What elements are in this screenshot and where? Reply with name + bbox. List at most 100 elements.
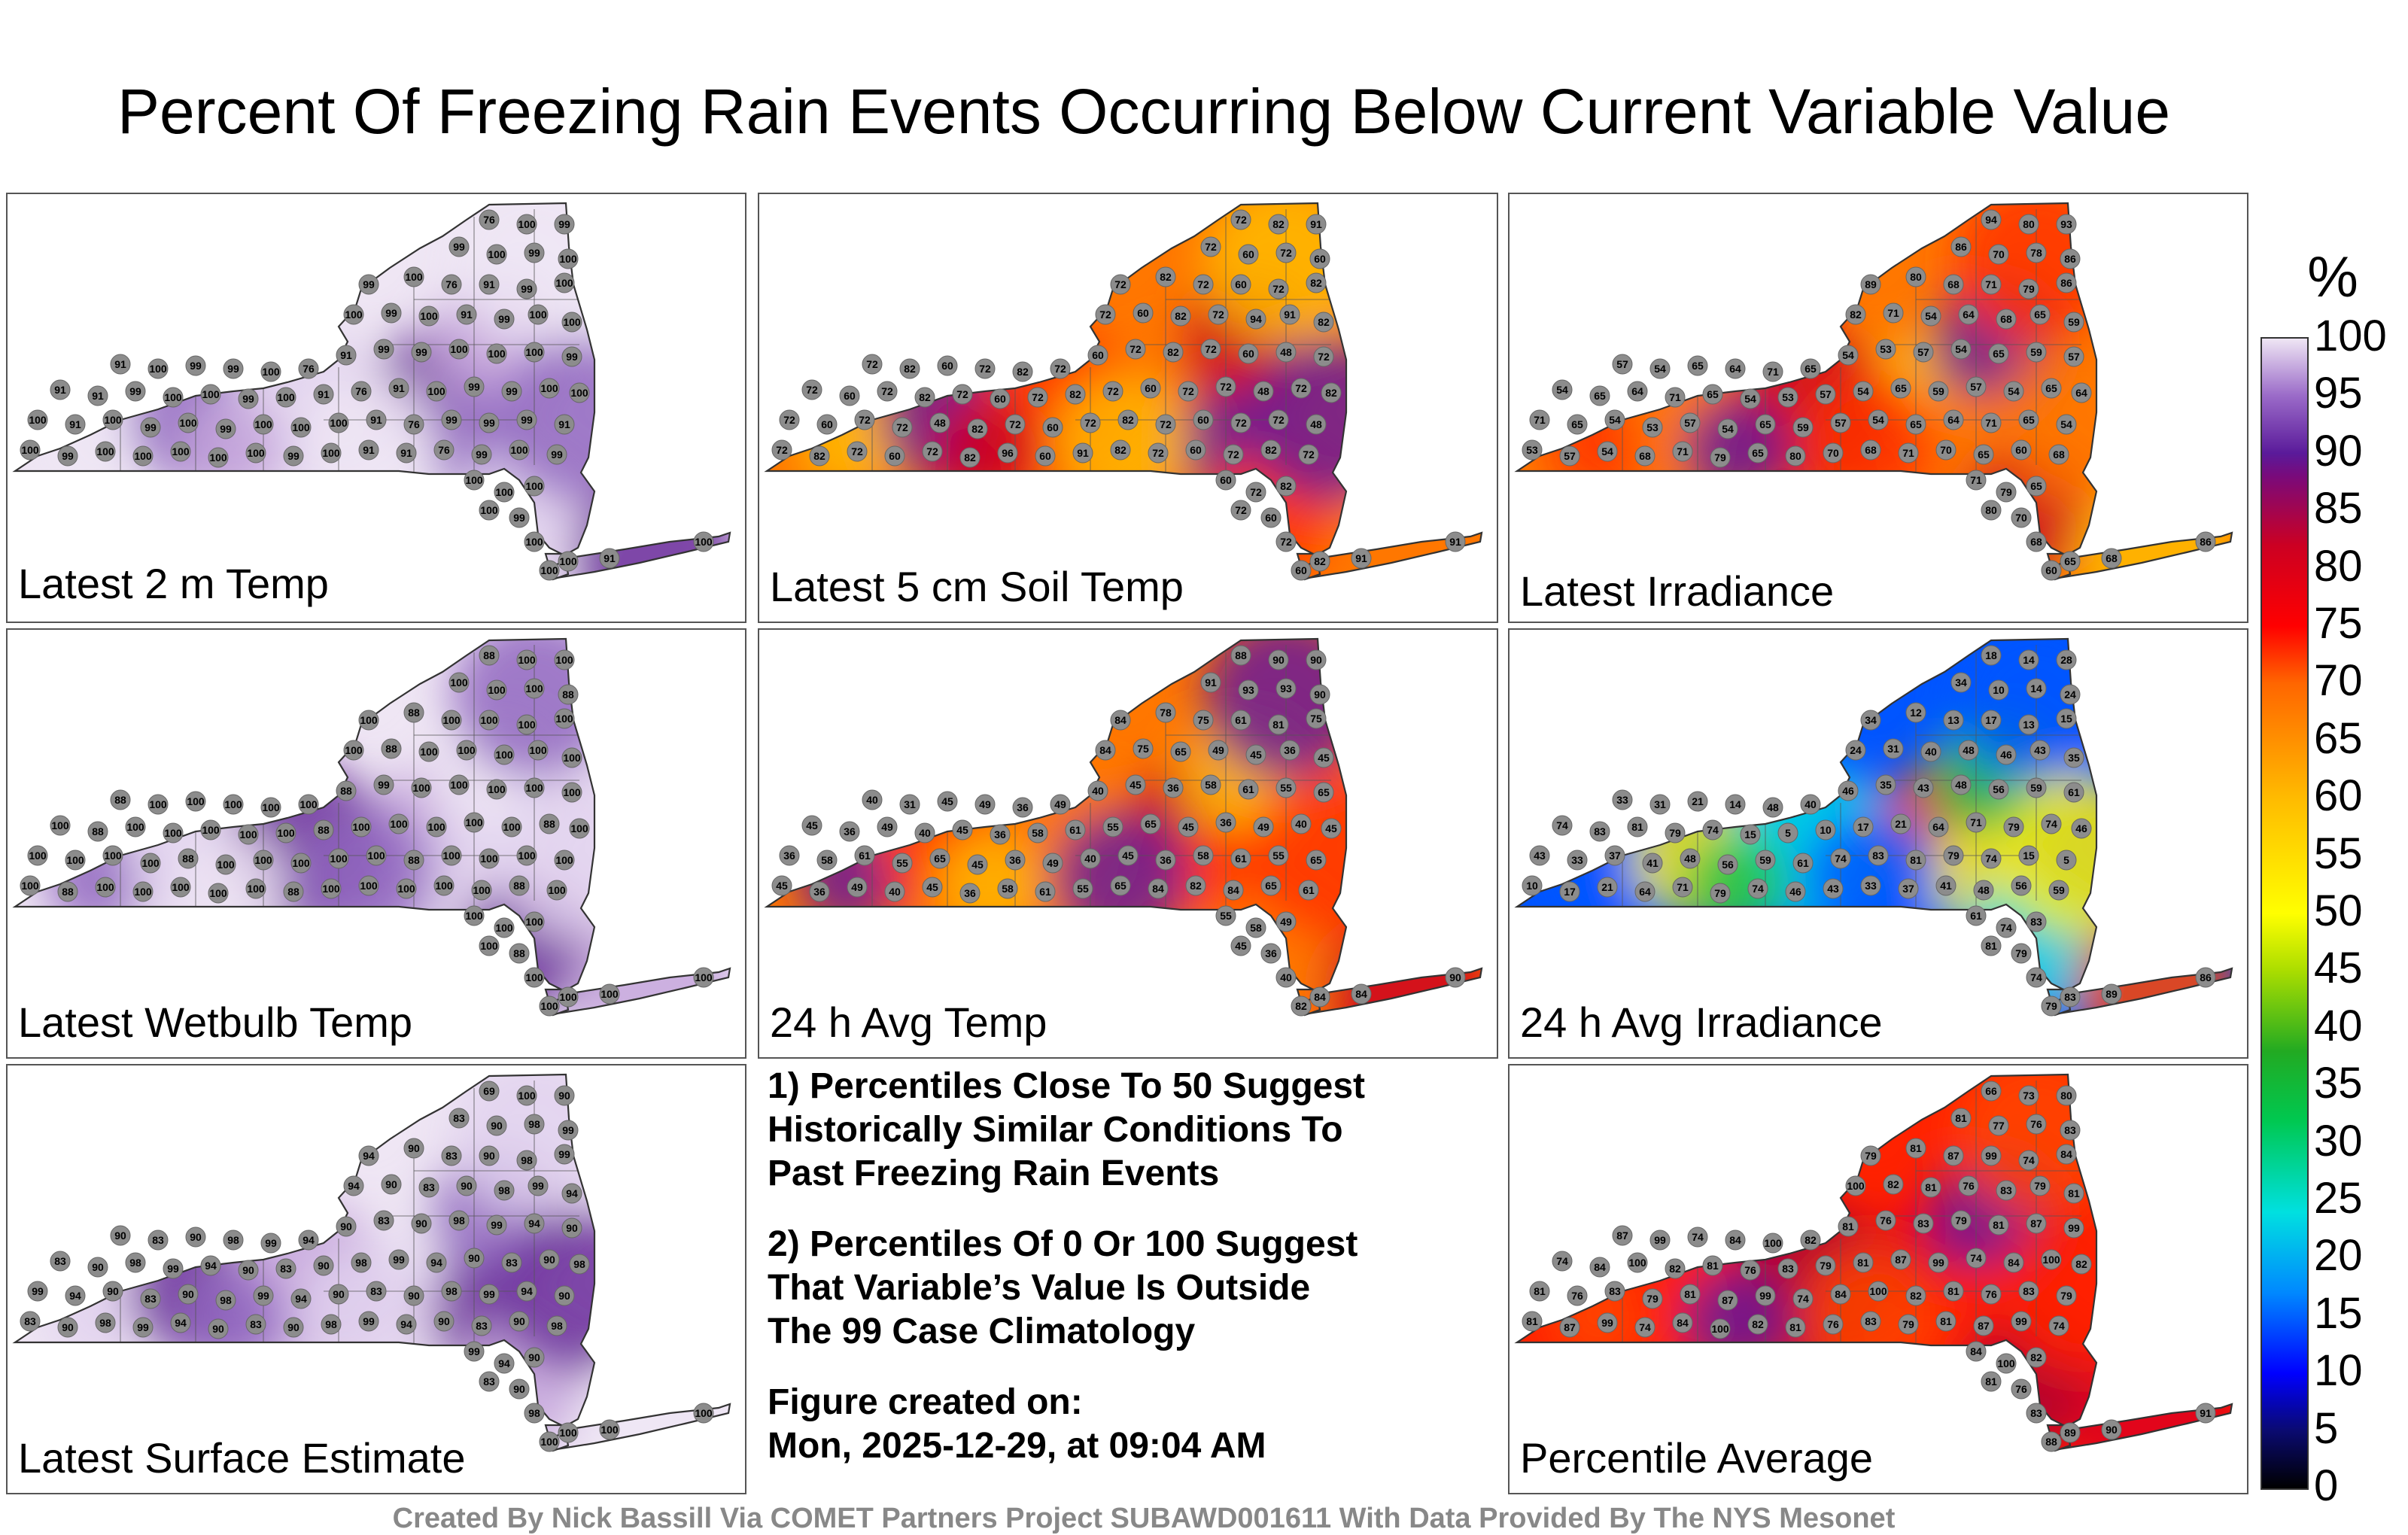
station-59-value: 88 xyxy=(408,854,420,866)
station-31-value: 65 xyxy=(1993,348,2005,360)
station-47-dot xyxy=(539,813,560,834)
station-8-dot xyxy=(1860,710,1881,731)
station-46-value: 83 xyxy=(506,1257,518,1269)
colorbar-tick-25: 25 xyxy=(2314,1174,2363,1223)
station-76-dot xyxy=(471,444,492,465)
station-66-value: 100 xyxy=(96,881,114,893)
station-52-value: 83 xyxy=(144,1293,157,1305)
station-25-dot xyxy=(1762,1233,1783,1254)
station-18-dot xyxy=(1996,744,2017,765)
station-76-dot xyxy=(471,880,492,901)
station-5-dot xyxy=(1238,679,1259,701)
station-59-value: 76 xyxy=(408,418,420,430)
station-55-value: 100 xyxy=(254,854,272,866)
panel-label: Percentile Average xyxy=(1520,1434,1874,1482)
station-24-value: 98 xyxy=(227,1234,239,1246)
station-27-dot xyxy=(1838,780,1859,801)
note-1-line-2: Historically Similar Conditions To xyxy=(768,1110,1343,1150)
station-6-dot xyxy=(1275,678,1297,699)
station-25-dot xyxy=(260,797,281,818)
station-74-value: 94 xyxy=(400,1318,412,1330)
station-81-dot xyxy=(2026,1347,2047,1368)
station-16-value: 40 xyxy=(1925,746,1937,758)
station-25-value: 99 xyxy=(265,1237,277,1249)
station-76-dot xyxy=(1223,880,1244,901)
station-29-dot xyxy=(411,777,432,798)
station-56-dot xyxy=(1042,853,1063,874)
station-72-value: 100 xyxy=(322,447,340,459)
station-34-value: 83 xyxy=(54,1255,66,1267)
station-48-dot xyxy=(569,1254,590,1275)
station-51-value: 100 xyxy=(104,850,122,862)
station-64-value: 72 xyxy=(776,444,788,456)
station-43-dot xyxy=(1140,813,1161,834)
figure-created-note: Figure created on: Mon, 2025-12-29, at 0… xyxy=(768,1381,1482,1468)
station-13-value: 100 xyxy=(555,713,573,725)
station-48-value: 46 xyxy=(2075,822,2087,834)
station-49-value: 43 xyxy=(1534,850,1546,862)
station-57-value: 74 xyxy=(1835,853,1847,865)
station-55-dot xyxy=(253,850,274,871)
station-40-value: 83 xyxy=(1782,1263,1794,1275)
station-61-value: 100 xyxy=(480,853,498,865)
station-72-dot xyxy=(1823,442,1844,464)
station-39-value: 36 xyxy=(994,828,1006,840)
station-4-dot xyxy=(1950,672,1972,693)
station-8-value: 89 xyxy=(1865,278,1877,290)
station-79-value: 100 xyxy=(465,910,483,922)
station-29-dot xyxy=(1163,777,1184,798)
station-79-dot xyxy=(464,905,485,926)
station-15-dot xyxy=(1883,1174,1904,1195)
station-25-dot xyxy=(260,361,281,382)
station-22-dot xyxy=(899,358,920,379)
station-3-value: 90 xyxy=(558,1090,570,1102)
station-1-value: 72 xyxy=(1235,214,1247,226)
station-22-value: 54 xyxy=(1654,363,1666,375)
station-73-value: 68 xyxy=(1865,444,1877,456)
station-60-value: 79 xyxy=(1947,850,1960,862)
station-42-value: 100 xyxy=(352,821,370,833)
station-50-value: 91 xyxy=(69,418,81,430)
colorbar-tick-5: 5 xyxy=(2314,1403,2339,1453)
station-9-dot xyxy=(403,702,424,723)
station-7-dot xyxy=(558,1120,579,1141)
long-island-outline xyxy=(2042,531,2233,579)
station-79-dot xyxy=(1215,470,1236,491)
station-65-dot xyxy=(57,881,78,902)
station-24-value: 72 xyxy=(979,363,991,375)
station-70-dot xyxy=(997,878,1018,899)
station-32-value: 55 xyxy=(1280,782,1292,794)
station-74-value: 84 xyxy=(1152,883,1164,895)
station-41-dot xyxy=(313,384,334,405)
station-18-value: 46 xyxy=(2000,749,2012,761)
station-43-dot xyxy=(388,1249,409,1270)
station-34-dot xyxy=(801,815,822,836)
station-82-dot xyxy=(479,1371,500,1392)
station-61-dot xyxy=(1981,1284,2002,1305)
station-4-value: 91 xyxy=(1205,676,1217,688)
station-60-value: 81 xyxy=(1947,1285,1960,1297)
colorbar xyxy=(2261,337,2309,1490)
station-73-value: 65 xyxy=(1114,880,1126,892)
station-36-dot xyxy=(125,816,146,837)
station-3-value: 93 xyxy=(2060,218,2072,230)
station-4-dot xyxy=(1200,672,1221,693)
station-80-dot xyxy=(494,1353,515,1374)
station-21-value: 40 xyxy=(866,794,878,806)
station-31-value: 56 xyxy=(1993,783,2005,795)
station-82-dot xyxy=(1981,1371,2002,1392)
station-23-dot xyxy=(1687,355,1708,376)
station-63-dot xyxy=(1306,850,1327,871)
station-53-dot xyxy=(929,412,950,433)
station-30-value: 54 xyxy=(1955,343,1967,355)
station-41-value: 82 xyxy=(1069,388,1081,400)
station-49-dot xyxy=(1529,1281,1550,1302)
station-9-value: 12 xyxy=(1910,707,1922,719)
station-27-dot xyxy=(336,345,357,366)
station-46-dot xyxy=(2003,381,2024,402)
station-12-value: 100 xyxy=(518,719,536,731)
station-47-value: 72 xyxy=(1295,382,1307,394)
colorbar-tick-30: 30 xyxy=(2314,1116,2363,1166)
station-27-dot xyxy=(336,780,357,801)
station-10-dot xyxy=(1943,274,1964,295)
